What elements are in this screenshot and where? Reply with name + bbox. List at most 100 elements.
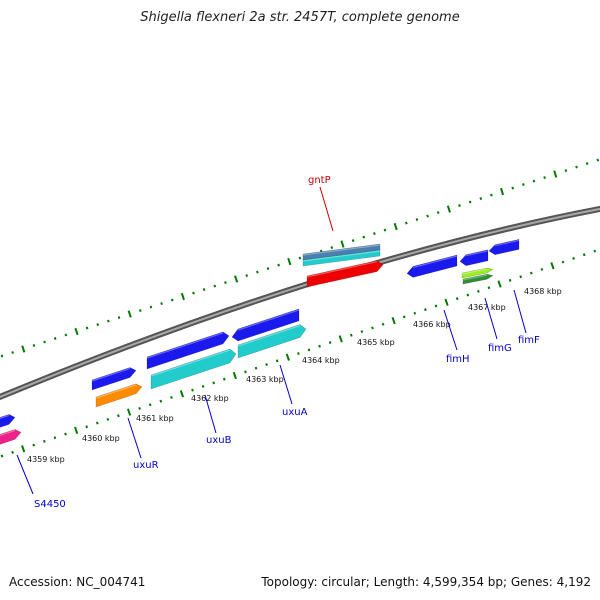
minor-tick xyxy=(436,211,440,215)
minor-tick xyxy=(170,395,173,399)
minor-tick xyxy=(424,308,427,312)
feature-s4450 xyxy=(0,414,16,428)
minor-tick xyxy=(201,384,205,388)
minor-tick xyxy=(159,399,163,403)
minor-tick xyxy=(575,165,578,169)
kbp-label: 4367 kbp xyxy=(468,303,506,312)
kbp-label: 4360 kbp xyxy=(82,434,120,443)
minor-tick xyxy=(11,450,14,454)
feature-highlight xyxy=(302,250,381,262)
minor-tick xyxy=(458,204,461,208)
minor-tick xyxy=(245,274,249,278)
feature-fimh xyxy=(406,254,458,278)
minor-tick xyxy=(383,228,387,232)
minor-tick xyxy=(53,337,57,340)
minor-tick xyxy=(138,406,141,410)
gene-label-lines xyxy=(16,186,527,495)
minor-tick xyxy=(170,298,174,302)
accession-text: Accession: NC_004741 xyxy=(9,575,146,589)
gene-features xyxy=(0,239,520,445)
major-tick xyxy=(232,371,237,380)
minor-tick xyxy=(256,270,259,274)
major-tick xyxy=(74,426,79,435)
feature-highlight xyxy=(306,261,378,278)
kbp-label: 4359 kbp xyxy=(27,455,65,464)
major-tick xyxy=(391,316,396,325)
gene-labels: S4450 uxuR uxuB uxuA gntP fimH fimG fimF xyxy=(34,175,540,510)
minor-tick xyxy=(192,291,195,295)
minor-tick xyxy=(522,183,525,186)
feature-highlight xyxy=(465,250,489,257)
minor-tick xyxy=(0,454,4,458)
feature-highlight xyxy=(0,414,10,419)
feature-s4450-sub xyxy=(0,429,22,445)
feature-highlight xyxy=(146,332,224,359)
minor-tick xyxy=(360,330,364,334)
minor-tick xyxy=(298,256,302,260)
kbp-label: 4368 kbp xyxy=(524,287,562,296)
feature-highlight xyxy=(237,309,300,331)
minor-tick xyxy=(328,341,332,344)
major-tick xyxy=(21,345,26,353)
minor-tick xyxy=(413,311,417,315)
minor-tick xyxy=(202,288,206,291)
minor-tick xyxy=(543,176,546,180)
genome-summary-text: Topology: circular; Length: 4,599,354 bp… xyxy=(261,575,591,589)
major-tick xyxy=(179,390,185,398)
minor-tick xyxy=(362,235,366,239)
major-tick xyxy=(21,445,26,453)
minor-tick xyxy=(582,253,586,257)
kbp-label: 4364 kbp xyxy=(302,356,340,365)
kbp-label: 4362 kbp xyxy=(191,394,229,403)
gene-label-uxur[interactable]: uxuR xyxy=(133,460,159,471)
minor-tick xyxy=(138,309,142,313)
feature-fimf xyxy=(488,239,520,256)
gene-label-gntp[interactable]: gntP xyxy=(308,175,331,186)
major-tick xyxy=(180,292,185,301)
gene-label-uxua[interactable]: uxuA xyxy=(282,407,308,418)
feature-gntp-cyan xyxy=(302,249,381,267)
minor-tick xyxy=(213,284,217,288)
gene-label-fimf[interactable]: fimF xyxy=(518,335,540,346)
major-tick xyxy=(338,335,343,343)
kbp-label: 4366 kbp xyxy=(413,320,451,329)
feature-highlight xyxy=(237,324,301,347)
feature-fimg xyxy=(459,249,489,267)
minor-tick xyxy=(277,263,280,267)
minor-tick xyxy=(149,305,153,309)
minor-tick xyxy=(572,256,575,260)
major-tick xyxy=(393,222,398,231)
feature-highlight xyxy=(0,429,16,436)
gene-label-fimh[interactable]: fimH xyxy=(446,354,470,365)
feature-highlight xyxy=(91,367,131,382)
minor-tick xyxy=(371,326,374,330)
genome-backbone xyxy=(0,205,600,401)
minor-tick xyxy=(404,221,408,225)
kbp-label: 4361 kbp xyxy=(136,414,174,423)
minor-tick xyxy=(32,443,36,447)
minor-tick xyxy=(212,381,216,385)
minor-tick xyxy=(117,316,121,319)
gene-label-fimg[interactable]: fimG xyxy=(488,343,512,354)
major-tick xyxy=(127,310,132,318)
feature-uxua-sub xyxy=(237,324,307,359)
minor-tick xyxy=(64,333,68,337)
minor-tick xyxy=(466,293,470,297)
gene-label-s4450[interactable]: S4450 xyxy=(34,499,66,510)
minor-tick xyxy=(11,351,14,354)
minor-tick xyxy=(381,322,385,326)
kbp-label: 4363 kbp xyxy=(246,375,284,384)
feature-highlight xyxy=(412,255,458,269)
gene-label-uxub[interactable]: uxuB xyxy=(206,435,232,446)
minor-tick xyxy=(64,432,67,436)
minor-tick xyxy=(540,267,544,271)
minor-tick xyxy=(265,363,268,367)
minor-tick xyxy=(519,275,523,279)
minor-tick xyxy=(43,439,46,443)
major-tick xyxy=(287,257,292,266)
major-tick xyxy=(340,240,345,248)
minor-tick xyxy=(511,186,515,190)
minor-tick xyxy=(479,197,483,201)
major-tick xyxy=(126,408,132,416)
